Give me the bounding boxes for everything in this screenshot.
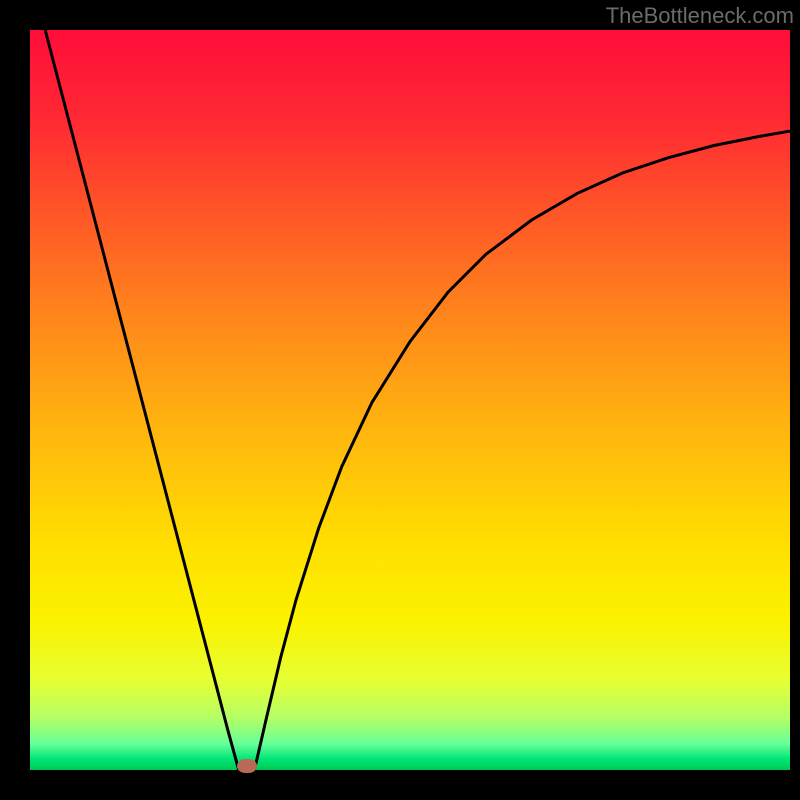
curve-left-branch: [45, 30, 244, 788]
watermark-text: TheBottleneck.com: [606, 3, 794, 29]
minimum-point-marker: [237, 759, 257, 773]
chart-curve-layer: [30, 30, 790, 790]
chart-plot-area: [30, 30, 790, 770]
curve-right-branch: [249, 131, 790, 788]
